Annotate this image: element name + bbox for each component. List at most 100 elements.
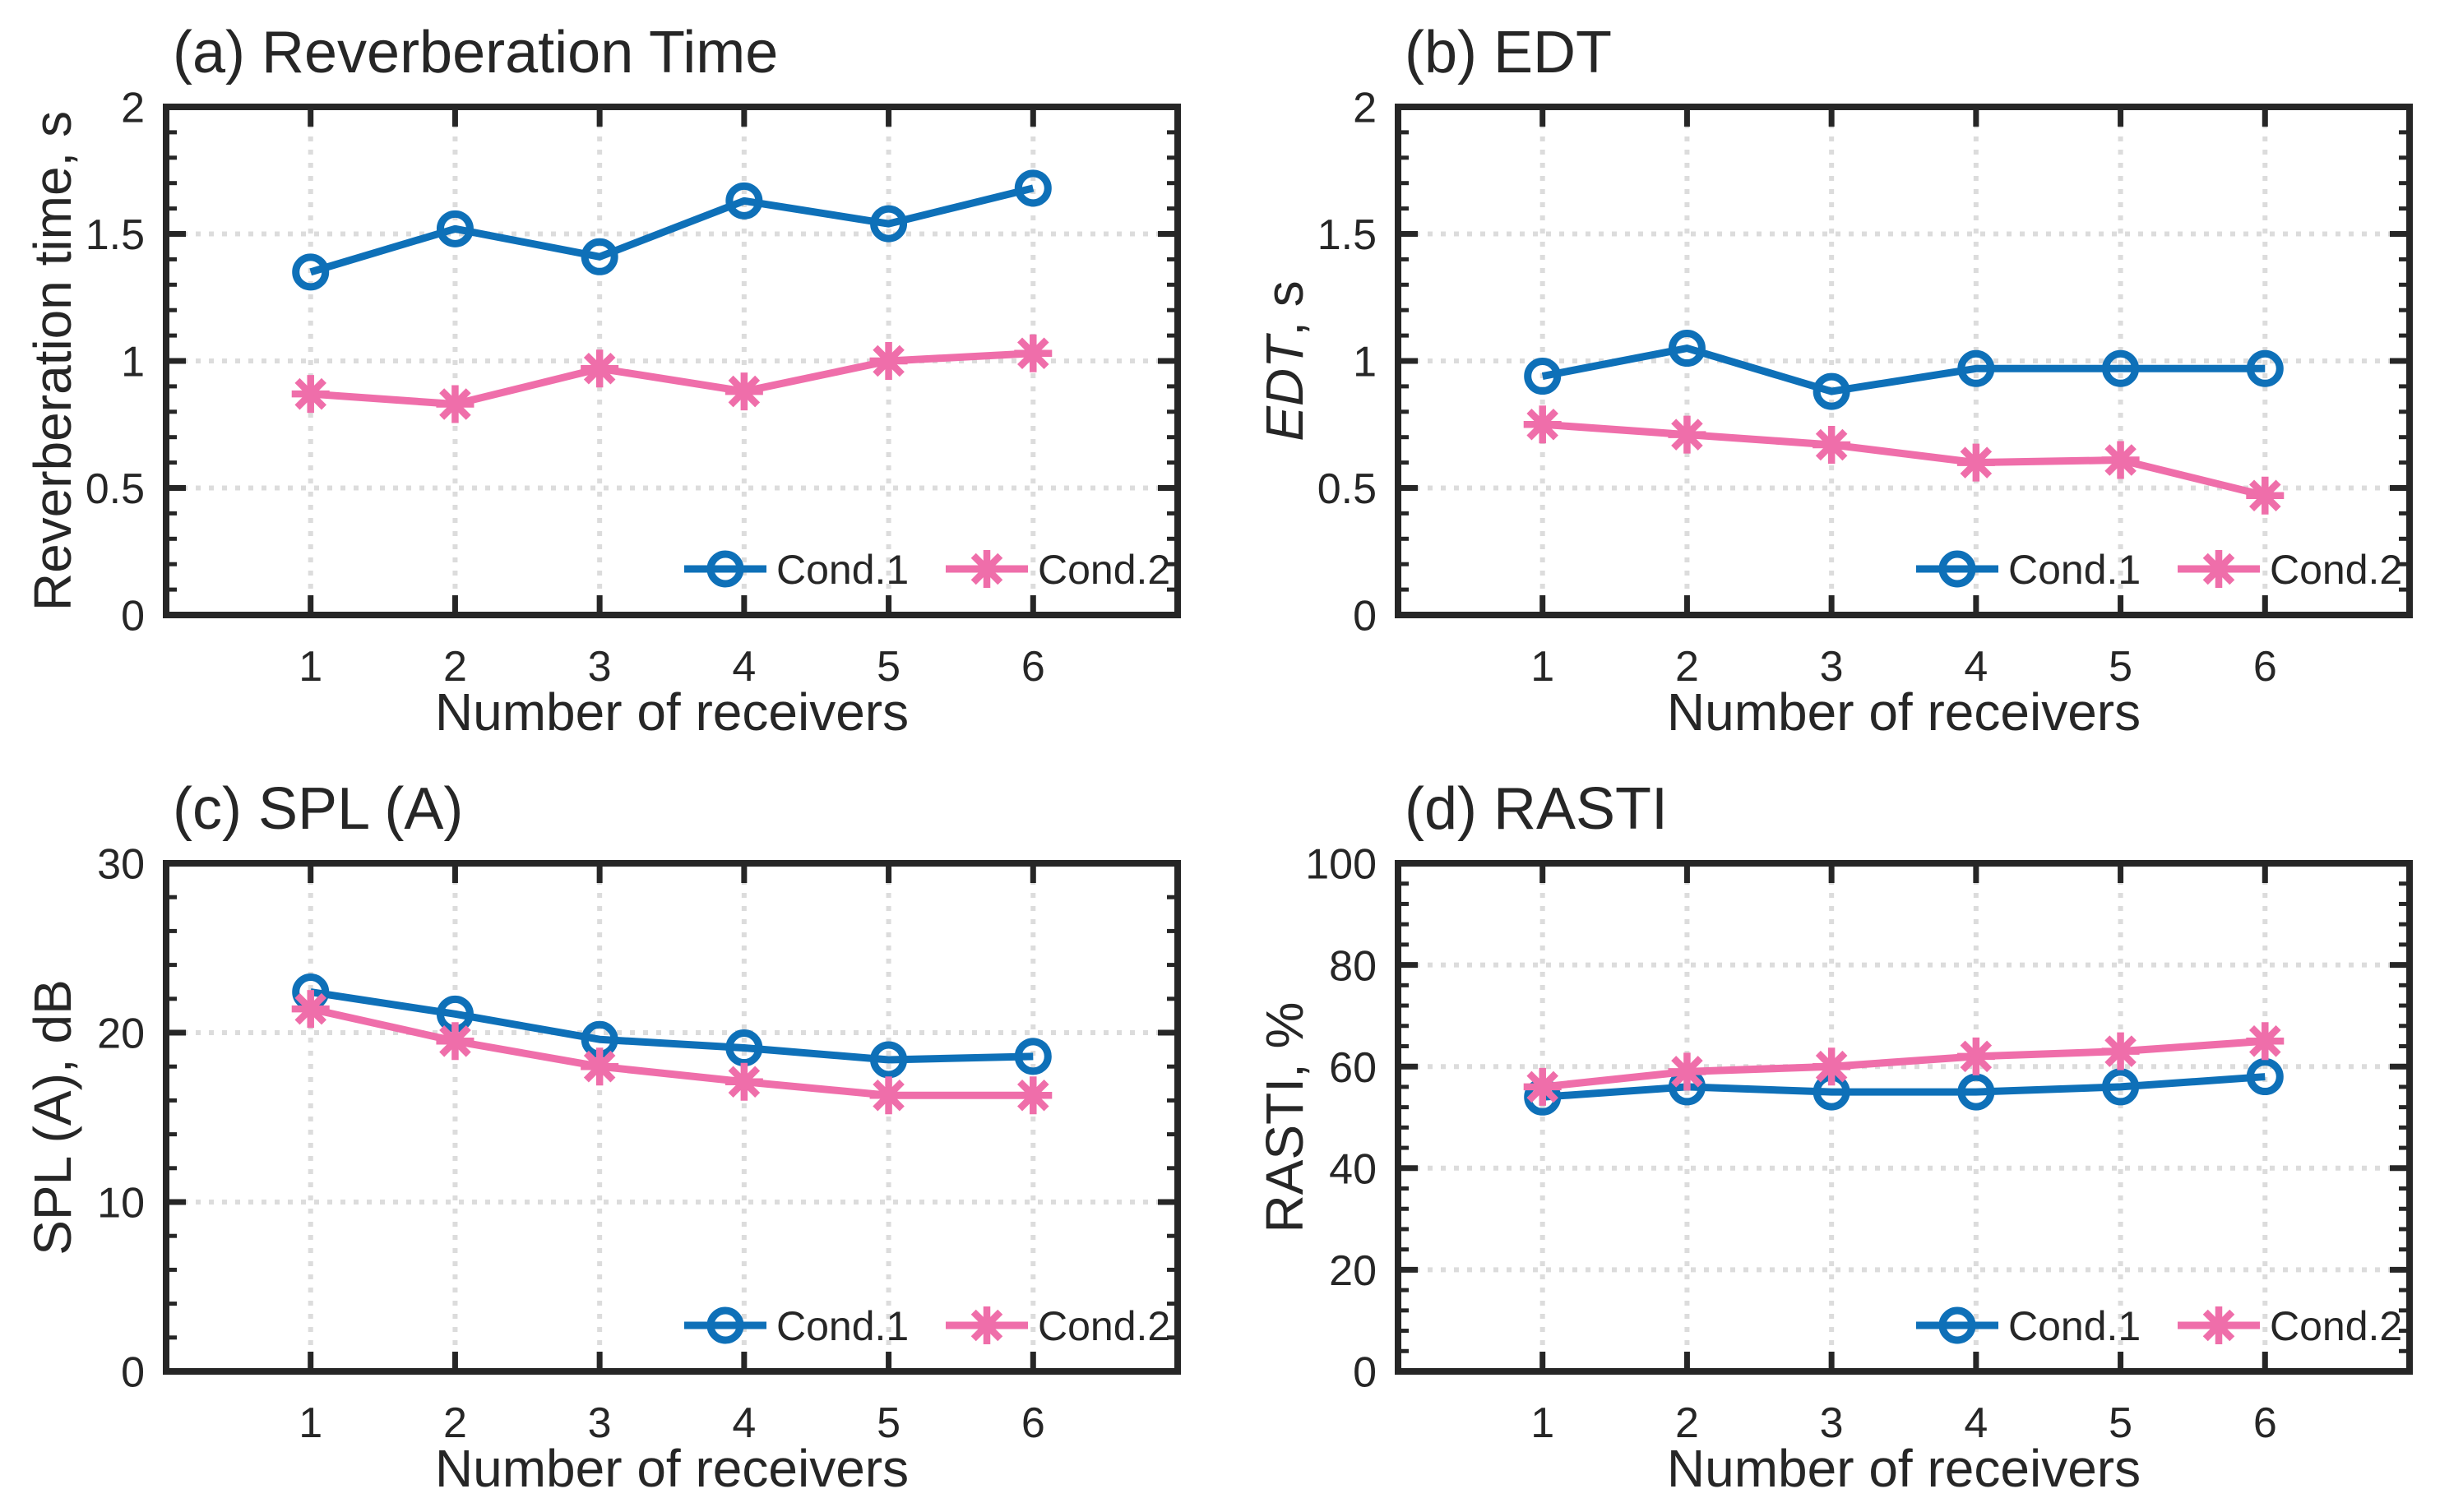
circle-marker bbox=[1668, 330, 1706, 368]
y-tick-label: 60 bbox=[1329, 1044, 1377, 1092]
x-axis-label: Number of receivers bbox=[1667, 1439, 2141, 1498]
y-axis-label: Reverberation time, s bbox=[23, 111, 82, 611]
y-tick-label: 1 bbox=[121, 339, 145, 386]
circle-marker bbox=[1938, 550, 1976, 588]
y-tick-label: 2 bbox=[121, 85, 145, 132]
asterisk-marker bbox=[2101, 1032, 2140, 1070]
x-tick-label: 1 bbox=[299, 1399, 322, 1447]
legend: Cond.1 Cond.2 bbox=[1916, 547, 2402, 593]
legend-label: Cond.2 bbox=[2270, 547, 2402, 593]
series-line bbox=[310, 988, 1034, 1064]
chart-svg-c: (c) SPL (A) 1 2 3 4 5 6 0 10 20 30 Number of receiv… bbox=[23, 776, 1181, 1498]
legend-label: Cond.2 bbox=[2270, 1303, 2402, 1349]
chart-panel-d-rasti: (d) RASTI 1 2 3 4 5 6 0 20 40 60 80 100 Number of rec… bbox=[1232, 756, 2463, 1512]
chart-panel-a-reverberation-time: (a) Reverberation Time 1 2 3 4 5 6 0 0.5 1 1.5 2 Num… bbox=[0, 0, 1231, 756]
x-tick-labels: 1 2 3 4 5 6 bbox=[299, 1399, 1044, 1447]
asterisk-marker bbox=[725, 372, 763, 411]
x-tick-label: 4 bbox=[1964, 643, 1988, 691]
series-Cond.1 bbox=[292, 169, 1052, 291]
x-tick-label: 6 bbox=[1021, 643, 1045, 691]
y-tick-label: 0.5 bbox=[86, 465, 145, 513]
asterisk-marker bbox=[291, 990, 330, 1029]
x-tick-label: 6 bbox=[2253, 1399, 2277, 1447]
series-line bbox=[1542, 1037, 2266, 1091]
series-line bbox=[1542, 1073, 2266, 1101]
y-tick-label: 20 bbox=[1329, 1247, 1377, 1295]
asterisk-marker bbox=[1956, 443, 1995, 482]
y-tick-label: 80 bbox=[1329, 942, 1377, 990]
legend-label: Cond.2 bbox=[1038, 547, 1170, 593]
circle-marker bbox=[1014, 1038, 1052, 1075]
y-tick-label: 20 bbox=[97, 1010, 145, 1058]
x-tick-label: 2 bbox=[443, 643, 467, 691]
series-Cond.2 bbox=[1523, 405, 2285, 515]
asterisk-marker bbox=[869, 342, 908, 380]
series-line bbox=[309, 184, 1035, 276]
asterisk-marker bbox=[1523, 405, 1562, 444]
legend: Cond.1 Cond.2 bbox=[684, 547, 1170, 593]
circle-marker bbox=[2246, 1058, 2284, 1096]
y-tick-labels: 0 0.5 1 1.5 2 bbox=[1317, 85, 1377, 640]
y-tick-label: 0 bbox=[1353, 593, 1377, 640]
asterisk-marker bbox=[2101, 441, 2140, 479]
minor-tick-marks bbox=[169, 130, 1174, 592]
series-Cond.2 bbox=[1523, 1022, 2285, 1106]
series-line bbox=[309, 1005, 1034, 1099]
asterisk-marker bbox=[725, 1062, 763, 1101]
series-Cond.1 bbox=[1524, 1058, 2284, 1116]
x-tick-labels: 1 2 3 4 5 6 bbox=[1530, 1399, 2276, 1447]
x-tick-label: 4 bbox=[1964, 1399, 1988, 1447]
circle-marker bbox=[706, 1306, 744, 1344]
x-axis-label: Number of receivers bbox=[435, 682, 909, 742]
legend-label: Cond.1 bbox=[2008, 547, 2141, 593]
legend: Cond.1 Cond.2 bbox=[684, 1303, 1170, 1349]
tick-marks bbox=[169, 104, 1174, 618]
y-axis-label: SPL (A), dB bbox=[23, 979, 82, 1255]
axes-box bbox=[1395, 104, 2413, 618]
circle-marker bbox=[1813, 372, 1850, 410]
circle-marker bbox=[870, 205, 908, 243]
x-tick-label: 5 bbox=[877, 643, 900, 691]
x-tick-label: 3 bbox=[588, 1399, 612, 1447]
circle-marker bbox=[2102, 1068, 2140, 1106]
legend-label: Cond.1 bbox=[2008, 1303, 2141, 1349]
asterisk-marker bbox=[291, 375, 330, 414]
x-tick-label: 5 bbox=[2109, 643, 2132, 691]
asterisk-marker bbox=[436, 1022, 475, 1061]
y-tick-label: 100 bbox=[1305, 841, 1377, 889]
circle-marker bbox=[706, 550, 744, 588]
minor-tick-marks bbox=[1401, 881, 2406, 1353]
x-tick-label: 1 bbox=[1530, 1399, 1554, 1447]
legend-label: Cond.1 bbox=[776, 547, 909, 593]
axes-box bbox=[163, 104, 1181, 618]
y-tick-label: 1.5 bbox=[1317, 211, 1377, 259]
asterisk-marker bbox=[1956, 1037, 1995, 1075]
grid-lines bbox=[169, 867, 1174, 1368]
series-Cond.1 bbox=[1524, 330, 2284, 410]
x-tick-label: 4 bbox=[732, 1399, 756, 1447]
y-axis-label: RASTI, % bbox=[1255, 1002, 1314, 1233]
asterisk-marker bbox=[2246, 476, 2285, 515]
asterisk-marker bbox=[581, 1047, 619, 1086]
x-tick-label: 2 bbox=[1675, 643, 1699, 691]
circle-marker bbox=[725, 1029, 763, 1067]
panel-title: (b) EDT bbox=[1405, 20, 1612, 86]
tick-marks bbox=[1401, 104, 2406, 618]
chart-panel-b-edt: (b) EDT 1 2 3 4 5 6 0 0.5 1 1.5 2 Number of receiver… bbox=[1232, 0, 2463, 756]
asterisk-marker bbox=[581, 349, 619, 388]
circle-marker bbox=[436, 210, 474, 247]
grid-lines bbox=[1401, 867, 2406, 1368]
y-tick-label: 0 bbox=[121, 1349, 145, 1397]
x-tick-label: 3 bbox=[588, 643, 612, 691]
y-tick-labels: 0 20 40 60 80 100 bbox=[1305, 841, 1377, 1397]
panel-title: (c) SPL (A) bbox=[173, 776, 463, 842]
x-tick-label: 5 bbox=[877, 1399, 900, 1447]
y-tick-label: 2 bbox=[1353, 85, 1377, 132]
asterisk-marker bbox=[2200, 550, 2238, 588]
y-tick-labels: 0 0.5 1 1.5 2 bbox=[86, 85, 145, 640]
asterisk-marker bbox=[1668, 1052, 1706, 1091]
chart-panel-c-spl-a: (c) SPL (A) 1 2 3 4 5 6 0 10 20 30 Number of receiv… bbox=[0, 756, 1231, 1512]
panel-title: (d) RASTI bbox=[1405, 776, 1668, 842]
circle-marker bbox=[725, 182, 763, 220]
